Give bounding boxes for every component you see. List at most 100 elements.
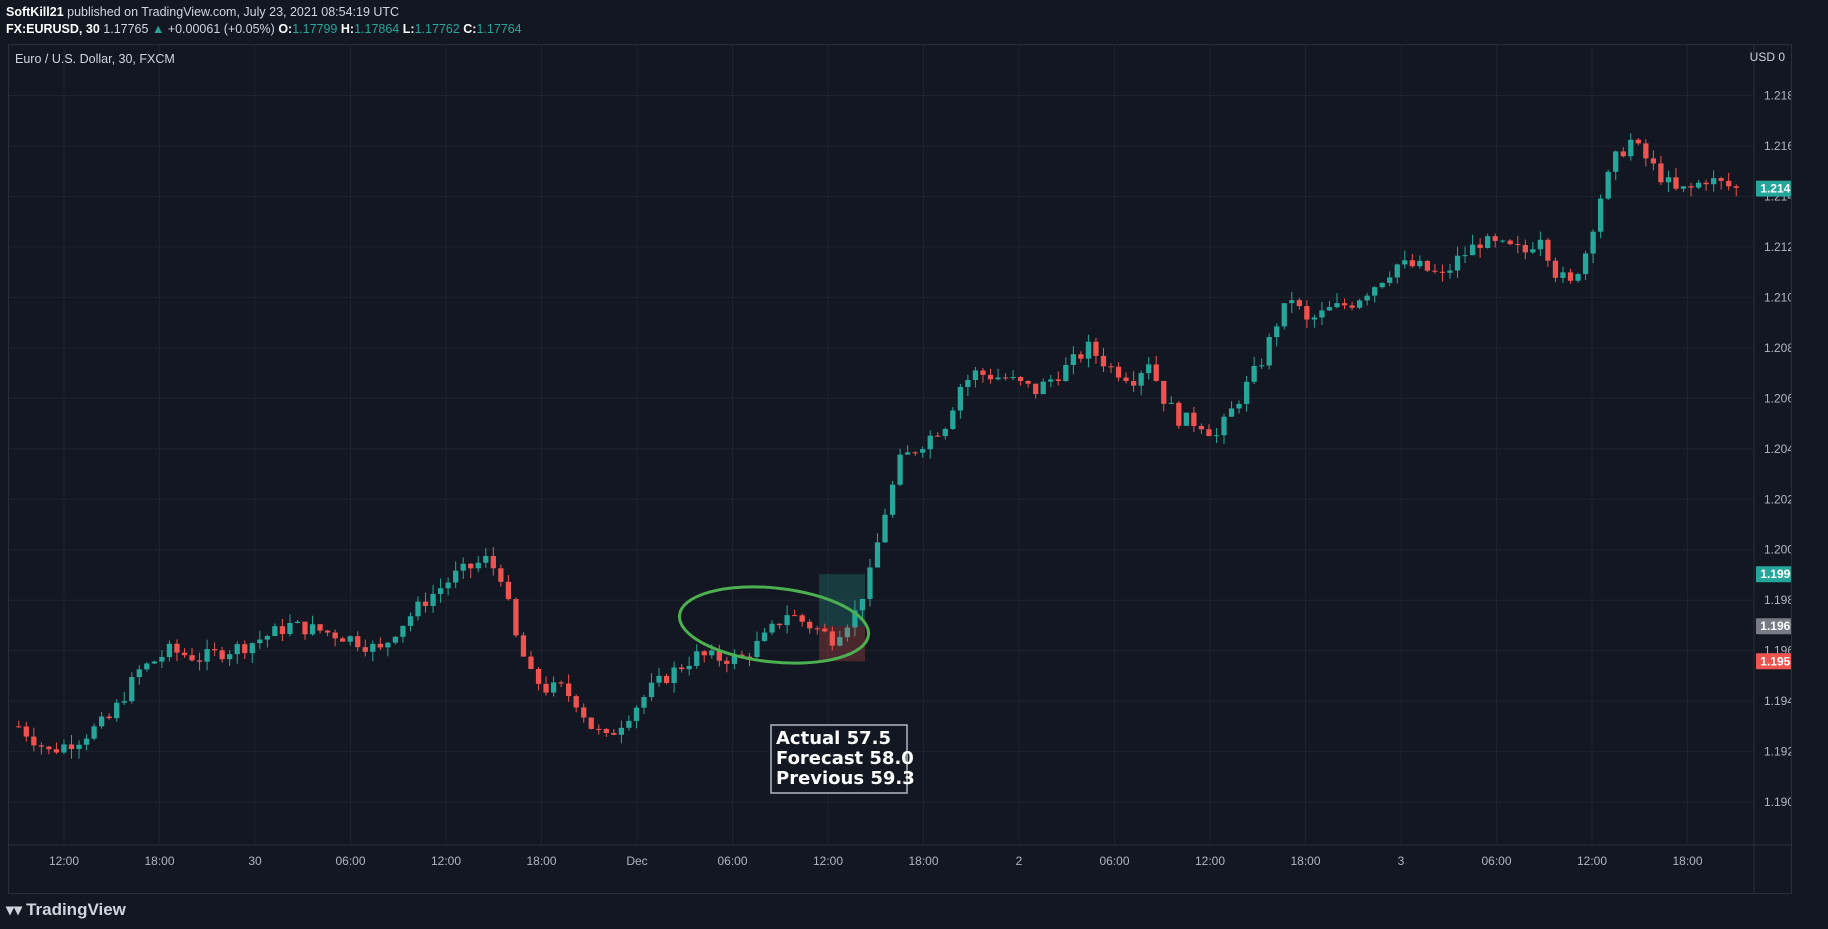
candle [279,619,286,642]
candle-body [792,615,798,617]
candle-body [483,556,489,563]
candle-body [950,410,956,429]
candle-body [144,663,150,670]
x-tick-label: 3 [1398,854,1405,868]
candle-body [1575,274,1581,281]
highlight-circle[interactable] [676,578,873,671]
candle-body [1409,260,1415,267]
candle-body [520,635,527,657]
candle [1025,380,1031,388]
candle [807,619,813,634]
candle-body [129,677,135,702]
candle [1213,428,1220,444]
candle-body [1590,231,1596,254]
candle [1017,375,1024,386]
candle-body [1620,151,1626,157]
candle [701,650,707,663]
candle [1605,169,1611,201]
candle [392,636,399,645]
y-tick-label: 1.20600 [1764,391,1791,405]
x-tick-label: 06:00 [717,854,747,868]
candle-body [302,621,308,635]
candle-body [242,644,248,654]
candle [1469,234,1476,256]
candle-body [1379,282,1385,288]
candle [437,578,444,603]
candle-body [641,697,647,708]
candle-body [490,556,496,569]
candle [626,715,632,731]
y-tick-label: 1.21800 [1764,88,1791,102]
candle [460,557,466,579]
y-tick-label: 1.20400 [1764,442,1791,456]
candle [483,548,489,568]
candle-body [76,744,82,749]
y-tick-label: 1.21200 [1764,240,1791,254]
candle [724,656,730,673]
candle-body [528,656,534,669]
candle [324,629,331,637]
publisher-name[interactable]: SoftKill21 [6,5,64,19]
candle [1319,301,1325,326]
candle [1650,150,1657,171]
candle [1100,347,1107,373]
candle-body [1364,295,1370,301]
candle [972,366,979,388]
candle-body [603,729,609,733]
candle-body [618,727,625,735]
candle [1138,370,1144,396]
candle [166,640,173,662]
candle-body [1695,182,1702,188]
candle-body [1206,429,1212,437]
candle-body [1552,260,1559,278]
x-tick-label: 18:00 [526,854,556,868]
symbol-name[interactable]: FX:EURUSD, 30 [6,22,100,36]
candle-body [106,716,112,719]
candle-body [1334,303,1340,308]
candle-body [219,650,225,660]
candle [332,629,338,647]
tradingview-footer[interactable]: ▾▾ TradingView [6,900,126,920]
y-tick-label: 1.19800 [1764,593,1791,607]
candle-body [867,567,873,599]
candle-body [1070,354,1076,365]
candle-body [807,621,813,629]
candle [776,623,783,629]
candle-body [987,374,994,380]
candle [287,614,293,637]
candle [1409,253,1415,268]
candle-body [31,736,37,746]
candle [498,564,504,587]
candle [68,734,75,759]
candle-body [1733,186,1739,188]
candle-body [204,649,210,662]
candle [475,556,481,573]
x-tick-label: 18:00 [144,854,174,868]
candle [242,640,248,660]
candle [1281,303,1287,330]
candle [83,734,90,751]
candle [76,740,82,759]
candle [874,533,881,568]
candle-body [415,601,421,617]
candle [987,368,994,384]
candle-body [16,726,22,728]
candle-body [1447,270,1453,273]
candle [53,742,60,755]
candle-body [1726,180,1732,187]
candle [249,642,255,664]
x-tick-label: 30 [248,854,262,868]
candle [648,673,655,701]
candle-body [814,628,820,630]
candle [784,605,790,634]
candle-body [309,624,316,635]
candle-body [550,682,557,693]
candle-body [709,650,715,656]
candle [528,651,534,670]
candle [1658,156,1664,186]
candle-body [1243,381,1250,404]
candle [1500,239,1506,244]
